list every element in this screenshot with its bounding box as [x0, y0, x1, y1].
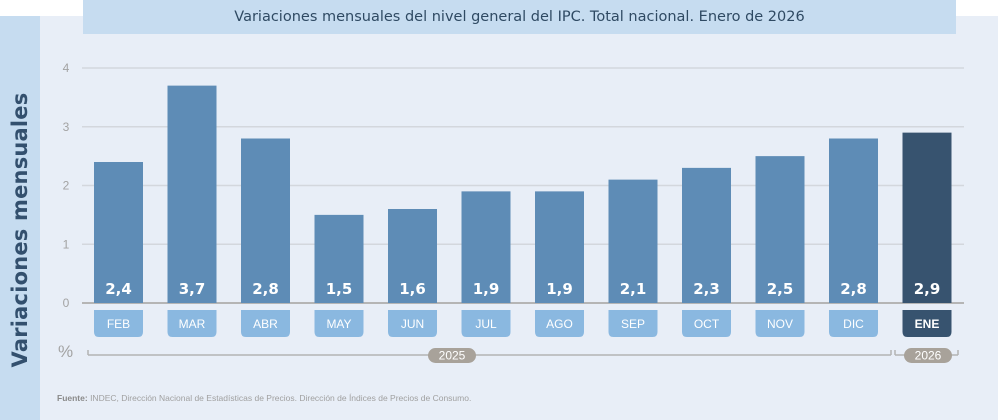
- month-label-box: [388, 310, 437, 337]
- bar: [94, 162, 143, 303]
- month-label-box: [608, 310, 658, 337]
- bar: [829, 138, 878, 303]
- chart-title: Variaciones mensuales del nivel general …: [234, 9, 805, 25]
- bar-value-label: 1,9: [473, 280, 500, 298]
- bar: [682, 167, 731, 303]
- month-label: JUL: [475, 317, 497, 331]
- y-tick-label: 1: [63, 237, 70, 251]
- gridlines: [82, 67, 964, 304]
- bar: [314, 214, 364, 303]
- bar: [535, 191, 584, 303]
- month-label: ABR: [253, 317, 278, 331]
- month-label: DIC: [843, 317, 864, 331]
- month-label-box: [167, 310, 217, 337]
- bar-value-label: 2,8: [840, 280, 867, 298]
- y-tick-label: 2: [63, 179, 70, 193]
- month-label-box: [461, 310, 511, 337]
- source-label: Fuente:: [57, 393, 88, 403]
- month-label: NOV: [767, 317, 793, 331]
- bar-value-label: 2,3: [693, 280, 720, 298]
- month-label: MAY: [326, 317, 351, 331]
- month-label: AGO: [546, 317, 573, 331]
- bar-value-label: 3,7: [179, 280, 206, 298]
- month-label-box: [535, 310, 584, 337]
- month-label-box: [682, 310, 731, 337]
- month-label-box: [755, 310, 805, 337]
- y-tick-labels: 0 1 2 3 4: [63, 61, 70, 310]
- bar: [755, 156, 805, 303]
- y-axis-band: [0, 16, 40, 420]
- bar-value-label: 1,6: [399, 280, 426, 298]
- month-label-box: [241, 310, 290, 337]
- y-unit-label: %: [58, 342, 73, 361]
- bar: [461, 191, 511, 303]
- month-labels: FEB MAR ABR MAY JUN JUL AGO SEP OCT NOV DIC ENE: [94, 310, 952, 337]
- month-label: JUN: [401, 317, 424, 331]
- bar-value-label: 2,4: [105, 280, 132, 298]
- month-label: SEP: [621, 317, 645, 331]
- year-label: 2025: [439, 349, 466, 363]
- year-label: 2026: [915, 349, 942, 363]
- bar-value-label: 2,5: [767, 280, 794, 298]
- bar: [241, 138, 290, 303]
- bars: [94, 85, 952, 303]
- month-label-box: [314, 310, 364, 337]
- month-label-box: [829, 310, 878, 337]
- bar-value-label: 2,8: [252, 280, 279, 298]
- bar-value-label: 1,5: [326, 280, 353, 298]
- month-label-box: [902, 310, 952, 337]
- bar: [388, 209, 437, 303]
- bar: [902, 132, 952, 303]
- source-text: INDEC, Dirección Nacional de Estadística…: [87, 393, 472, 403]
- bar: [608, 179, 658, 303]
- month-label: ENE: [915, 317, 940, 331]
- source-note: Fuente: INDEC, Dirección Nacional de Est…: [57, 393, 471, 403]
- month-label-box: [94, 310, 143, 337]
- bar-value-label: 2,9: [914, 280, 941, 298]
- y-tick-label: 3: [63, 120, 70, 134]
- month-label: MAR: [179, 317, 206, 331]
- year-brackets: 2025 2026: [87, 348, 959, 363]
- year-pill: [904, 348, 952, 363]
- year-pill: [428, 348, 476, 363]
- title-band: Variaciones mensuales del nivel general …: [83, 0, 956, 34]
- bar-value-label: 1,9: [546, 280, 573, 298]
- y-tick-label: 0: [63, 296, 70, 310]
- bar: [167, 85, 217, 303]
- month-label: FEB: [107, 317, 130, 331]
- month-label: OCT: [694, 317, 720, 331]
- bar-value-label: 2,1: [620, 280, 647, 298]
- y-tick-label: 4: [63, 61, 70, 75]
- value-labels: 2,4 3,7 2,8 1,5 1,6 1,9 1,9 2,1 2,3 2,5 2,8 2,9: [105, 280, 940, 298]
